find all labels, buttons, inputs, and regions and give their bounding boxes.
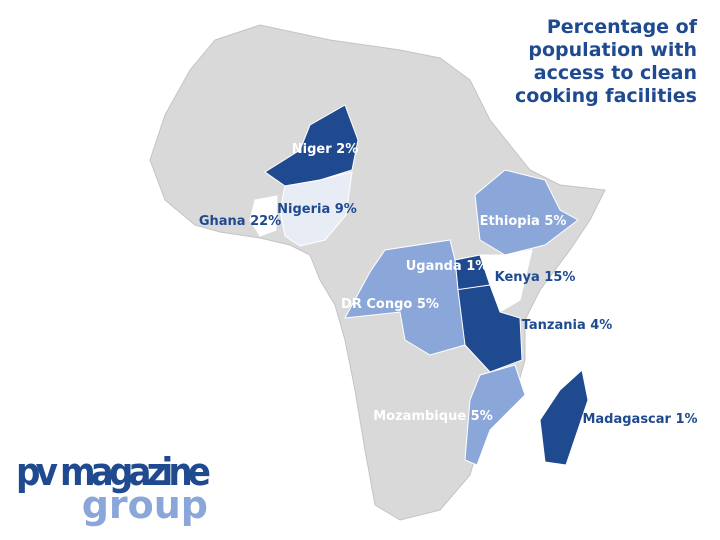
country-label: Ghana 22%	[199, 214, 281, 229]
country-label: Nigeria 9%	[277, 202, 357, 217]
logo-text: pv magazine	[16, 450, 211, 494]
title-line: Percentage of	[547, 16, 698, 38]
logo-text: group	[82, 483, 208, 527]
title-line: population with	[528, 39, 697, 61]
country-label: Kenya 15%	[495, 270, 576, 285]
country	[279, 171, 353, 247]
title-line: cooking facilities	[515, 85, 697, 107]
country-label: Ethiopia 5%	[480, 214, 567, 229]
country	[539, 369, 589, 466]
country	[344, 239, 466, 356]
country	[249, 195, 278, 237]
country-label: Uganda 1%	[406, 259, 489, 274]
title-line: access to clean	[534, 62, 697, 84]
country-label: Madagascar 1%	[582, 412, 697, 427]
country-label: Mozambique 5%	[373, 409, 493, 424]
country	[454, 284, 523, 373]
country-label: Tanzania 4%	[522, 318, 613, 333]
country	[474, 169, 579, 256]
country-label: Niger 2%	[292, 142, 358, 157]
country	[464, 364, 526, 466]
country-label: DR Congo 5%	[341, 297, 439, 312]
